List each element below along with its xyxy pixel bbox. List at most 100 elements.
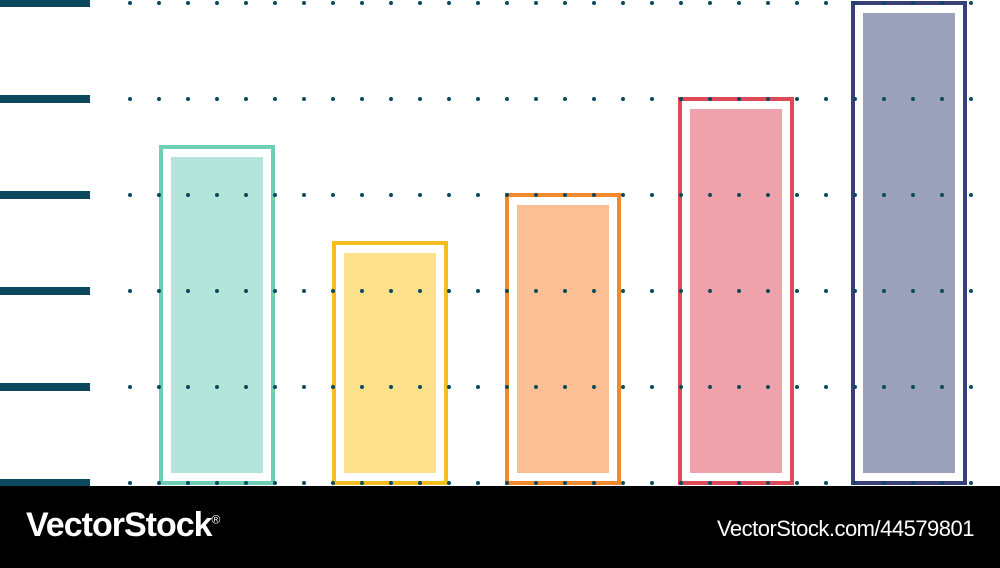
y-tick-mark [0,479,90,486]
grid-dot [969,481,973,485]
grid-dot [679,1,683,5]
grid-dot [128,193,132,197]
grid-dot [302,481,306,485]
bar [851,1,967,485]
grid-dot [186,1,190,5]
grid-dot [331,385,335,389]
grid-dot [679,97,683,101]
grid-dot [331,1,335,5]
grid-dot [534,481,538,485]
grid-dot [563,97,567,101]
grid-dot [534,289,538,293]
grid-dot [418,289,422,293]
grid-dot [708,193,712,197]
bar-fill [171,157,263,473]
grid-dot [824,1,828,5]
grid-dot [650,289,654,293]
grid-dot [128,289,132,293]
grid-dot [795,1,799,5]
grid-dot [447,1,451,5]
grid-dot [882,193,886,197]
grid-dot [505,97,509,101]
grid-dot [505,1,509,5]
grid-dot [563,193,567,197]
image-id-text: VectorStock.com/44579801 [716,516,975,541]
grid-dot [215,1,219,5]
grid-dot [157,1,161,5]
grid-dot [679,289,683,293]
grid-dot [708,385,712,389]
grid-dot [157,193,161,197]
grid-dot [853,1,857,5]
y-tick-mark [0,287,90,295]
grid-dot [621,481,625,485]
grid-dot [273,385,277,389]
grid-dot [795,385,799,389]
grid-dot [418,385,422,389]
grid-dot [708,289,712,293]
grid-dot [853,289,857,293]
grid-dot [273,1,277,5]
grid-dot [882,1,886,5]
grid-dot [621,385,625,389]
grid-dot [940,193,944,197]
grid-dot [621,193,625,197]
grid-dot [911,193,915,197]
grid-dot [563,289,567,293]
grid-dot [969,1,973,5]
grid-dot [418,481,422,485]
grid-dot [360,385,364,389]
grid-dot [766,193,770,197]
grid-dot [621,97,625,101]
grid-dot [360,481,364,485]
grid-dot [911,1,915,5]
grid-dot [389,385,393,389]
grid-dot [795,481,799,485]
grid-dot [476,193,480,197]
grid-dot [273,193,277,197]
grid-dots [128,1,973,485]
grid-dot [534,193,538,197]
grid-dot [244,385,248,389]
grid-dot [244,97,248,101]
grid-dot [215,385,219,389]
brand-logo: VectorStock® [26,506,220,544]
grid-dot [186,289,190,293]
grid-dot [244,1,248,5]
grid-dot [708,97,712,101]
grid-dot [969,385,973,389]
grid-dot [592,481,596,485]
grid-dot [737,289,741,293]
grid-dot [911,289,915,293]
grid-dot [766,481,770,485]
grid-dot [824,289,828,293]
grid-dot [969,97,973,101]
grid-dot [476,1,480,5]
bar [505,193,621,485]
grid-dot [940,289,944,293]
y-tick-mark [0,95,90,103]
grid-dot [476,481,480,485]
grid-dot [766,385,770,389]
grid-dot [331,289,335,293]
grid-dot [534,97,538,101]
grid-dot [679,193,683,197]
grid-dot [592,1,596,5]
grid-dot [592,385,596,389]
grid-dot [824,97,828,101]
grid-dot [708,481,712,485]
grid-dot [853,97,857,101]
grid-dot [882,481,886,485]
grid-dot [476,97,480,101]
grid-dot [331,97,335,101]
grid-dot [534,1,538,5]
bars [159,1,967,485]
grid-dot [418,193,422,197]
grid-dot [360,1,364,5]
grid-dot [911,481,915,485]
bar-fill [344,253,436,473]
grid-dot [737,385,741,389]
grid-dot [737,481,741,485]
grid-dot [766,97,770,101]
grid-dot [244,193,248,197]
